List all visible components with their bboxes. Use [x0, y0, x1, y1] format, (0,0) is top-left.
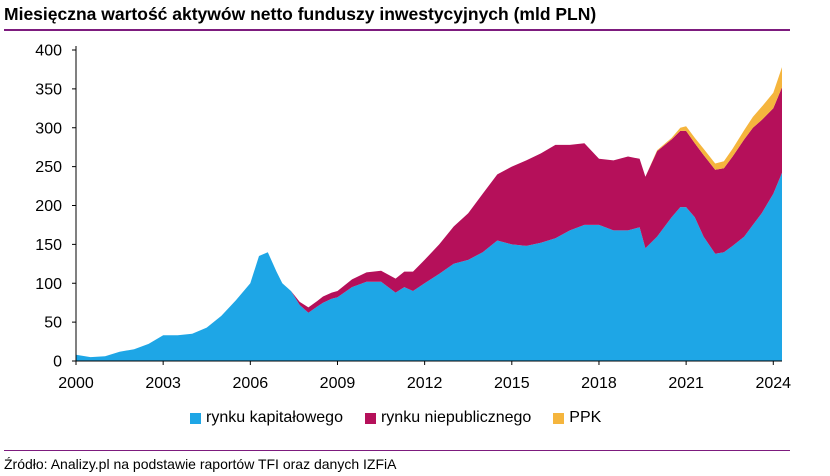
y-tick-label: 100 — [35, 276, 62, 293]
x-tick-label: 2012 — [407, 375, 443, 392]
area-private-market — [76, 87, 782, 358]
y-tick-label: 350 — [35, 81, 62, 98]
source-divider — [4, 450, 790, 451]
legend-label-capital-market: rynku kapitałowego — [206, 409, 343, 426]
legend-swatch-capital-market — [190, 412, 201, 424]
y-tick-label: 0 — [53, 354, 62, 371]
axes — [75, 46, 782, 362]
x-tick-label: 2015 — [494, 375, 530, 392]
area-layers — [76, 67, 782, 361]
legend: rynku kapitałowego rynku niepublicznego … — [190, 408, 623, 428]
x-tick-label: 2018 — [581, 375, 617, 392]
legend-swatch-private-market — [364, 412, 376, 424]
x-tick-labels: 2000 2003 2006 2009 2012 2015 2018 2021 2024 — [58, 361, 791, 392]
y-tick-labels: 0 50 100 150 200 250 300 350 400 — [35, 43, 76, 371]
title-divider — [4, 29, 790, 31]
legend-item-capital-market: rynku kapitałowego — [190, 409, 343, 427]
legend-swatch-ppk — [553, 412, 565, 424]
legend-item-private-market: rynku niepublicznego — [364, 409, 532, 427]
x-tick-label: 2024 — [755, 375, 791, 392]
x-tick-label: 2009 — [320, 375, 356, 392]
y-tick-label: 300 — [35, 120, 62, 137]
x-tick-label: 2006 — [233, 375, 269, 392]
y-tick-label: 150 — [35, 237, 62, 254]
y-tick-label: 200 — [35, 198, 62, 215]
y-tick-label: 250 — [35, 159, 62, 176]
x-tick-label: 2003 — [145, 375, 181, 392]
legend-label-ppk: PPK — [569, 409, 602, 426]
area-capital-market — [76, 172, 782, 361]
y-tick-label: 400 — [35, 43, 62, 60]
chart-title: Miesięczna wartość aktywów netto fundusz… — [4, 4, 597, 24]
x-tick-label: 2000 — [58, 375, 94, 392]
y-tick-label: 50 — [44, 315, 62, 332]
legend-label-private-market: rynku niepublicznego — [380, 409, 532, 426]
legend-item-ppk: PPK — [553, 409, 601, 427]
source-note: Źródło: Analizy.pl na podstawie raportów… — [4, 456, 397, 472]
x-tick-label: 2021 — [668, 375, 704, 392]
